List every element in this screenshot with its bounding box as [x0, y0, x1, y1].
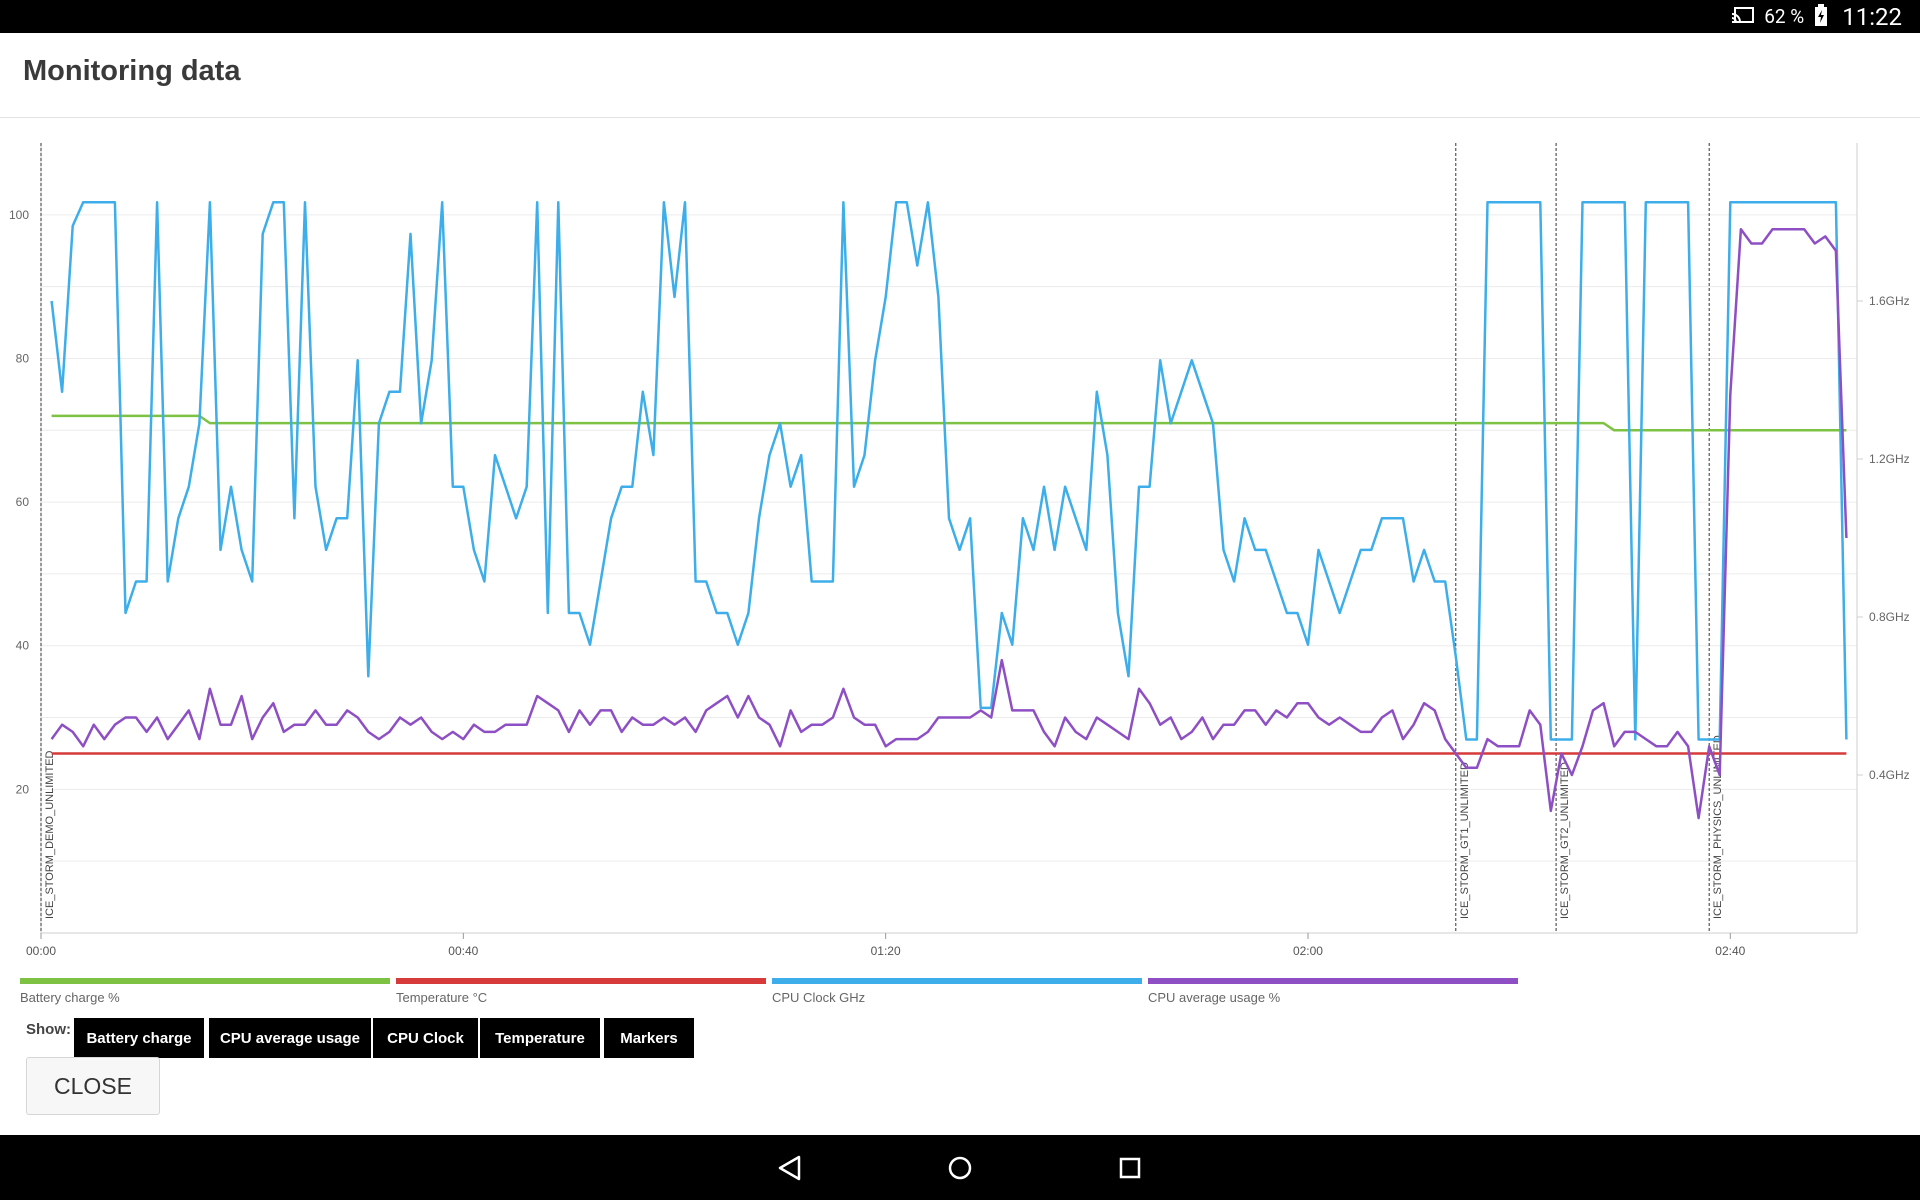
series-line-2 [50, 201, 1848, 741]
marker-label: ICE_STORM_GT2_UNLIMITED [1559, 762, 1571, 919]
cpu-average-usage-toggle-button[interactable]: CPU average usage [209, 1018, 371, 1058]
legend-label: Battery charge % [20, 990, 120, 1005]
temperature-toggle-button[interactable]: Temperature [480, 1018, 600, 1058]
battery-charge-toggle-button[interactable]: Battery charge [74, 1018, 204, 1058]
y-right-tick-label: 0.4GHz [1869, 768, 1910, 782]
battery-percent: 62 % [1764, 5, 1805, 28]
title-divider [0, 117, 1920, 118]
y-left-tick-label: 20 [16, 782, 30, 796]
legend-color-bar [20, 978, 390, 984]
marker-label: ICE_STORM_PHYSICS_UNLIMITED [1712, 735, 1724, 919]
legend-color-bar [396, 978, 766, 984]
y-right-tick-label: 0.8GHz [1869, 610, 1910, 624]
legend-label: CPU Clock GHz [772, 990, 866, 1005]
legend-item: Temperature °C [396, 978, 766, 1008]
y-right-tick-label: 1.2GHz [1869, 452, 1910, 466]
legend-item: Battery charge % [20, 978, 390, 1008]
legend-color-bar [1148, 978, 1518, 984]
legend-label: CPU average usage % [1148, 990, 1281, 1005]
back-icon [778, 1155, 801, 1180]
y-left-tick-label: 60 [16, 495, 30, 509]
back-button[interactable] [760, 1145, 820, 1190]
status-right: 62 % 11:22 [1732, 0, 1902, 33]
cast-icon [1732, 6, 1755, 27]
legend-label: Temperature °C [396, 990, 488, 1005]
chart-series [50, 201, 1848, 820]
x-tick-label: 00:40 [448, 944, 478, 958]
y-left-tick-label: 80 [16, 351, 30, 365]
chart-markers: ICE_STORM_DEMO_UNLIMITED ICE_STORM_GT1_UN… [40, 143, 1724, 933]
marker-label: ICE_STORM_DEMO_UNLIMITED [44, 750, 56, 919]
y-left-tick-label: 100 [9, 208, 29, 222]
chart-grid [41, 214, 1857, 862]
dialog-title: Monitoring data [23, 55, 241, 87]
cpu-clock-toggle-button[interactable]: CPU Clock [373, 1018, 478, 1058]
legend-item: CPU average usage % [1148, 978, 1518, 1008]
status-clock: 11:22 [1842, 2, 1902, 31]
close-button[interactable]: CLOSE [26, 1057, 160, 1115]
show-label: Show: [26, 1021, 71, 1038]
recents-button[interactable] [1100, 1145, 1160, 1190]
home-icon [948, 1156, 972, 1179]
series-line-3 [50, 227, 1848, 820]
monitoring-dialog: Monitoring data 20 40 60 80 100 0.4GHz 0.8GHz 1… [0, 33, 1920, 1135]
marker-label: ICE_STORM_GT1_UNLIMITED [1459, 762, 1471, 919]
markers-toggle-button[interactable]: Markers [604, 1018, 694, 1058]
chart-axes: 20 40 60 80 100 0.4GHz 0.8GHz 1.2GHz 1.6GHz 00:00… [9, 143, 1910, 958]
x-tick-label: 00:00 [26, 944, 56, 958]
x-tick-label: 02:40 [1715, 944, 1745, 958]
y-left-tick-label: 40 [16, 639, 30, 653]
x-tick-label: 01:20 [871, 944, 901, 958]
legend-color-bar [772, 978, 1142, 984]
recents-icon [1119, 1157, 1141, 1178]
x-tick-label: 02:00 [1293, 944, 1323, 958]
navigation-bar [0, 1135, 1920, 1200]
legend-item: CPU Clock GHz [772, 978, 1142, 1008]
battery-charging-icon [1814, 3, 1828, 30]
series-line-0 [51, 414, 1847, 432]
y-right-tick-label: 1.6GHz [1869, 294, 1910, 308]
home-button[interactable] [930, 1145, 990, 1190]
monitoring-chart: 20 40 60 80 100 0.4GHz 0.8GHz 1.2GHz 1.6GHz 00:00… [9, 143, 1910, 958]
status-bar: 62 % 11:22 [0, 0, 1920, 33]
